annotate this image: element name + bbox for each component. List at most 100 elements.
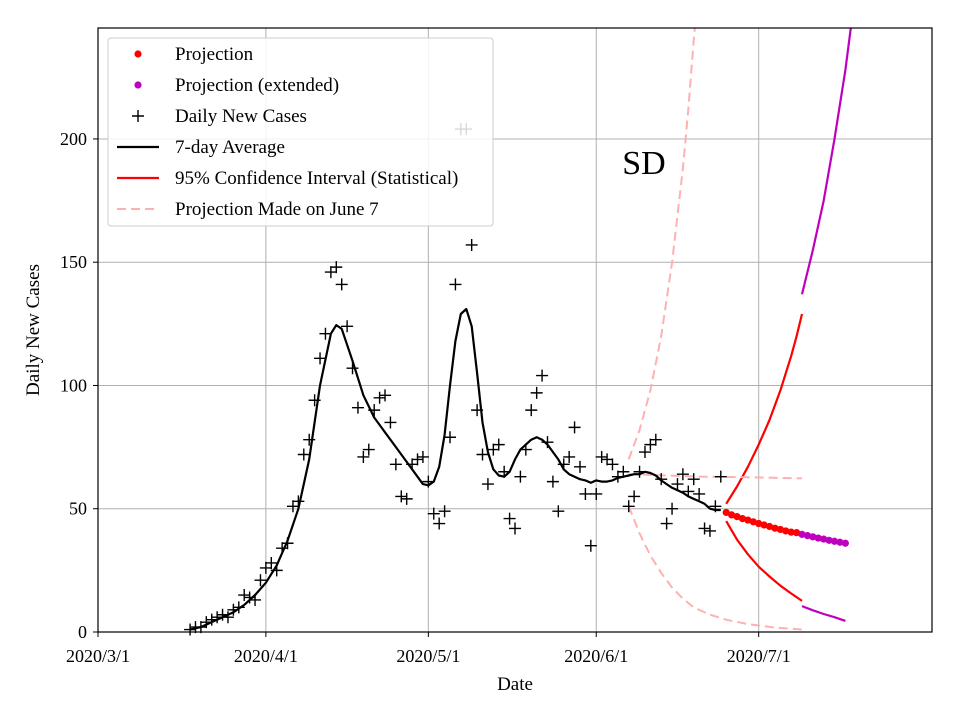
daily-case-marker <box>590 487 603 500</box>
daily-case-marker <box>433 517 446 530</box>
daily-case-marker <box>292 495 305 508</box>
daily-case-marker <box>552 505 565 518</box>
daily-case-marker <box>465 238 478 251</box>
daily-case-marker <box>660 517 673 530</box>
annotation-label: SD <box>622 145 665 182</box>
projection-point <box>787 528 795 536</box>
daily-case-marker <box>238 589 251 602</box>
daily-case-marker <box>525 404 538 417</box>
daily-case-marker <box>611 470 624 483</box>
projection-point <box>722 508 730 517</box>
daily-case-marker <box>406 458 419 471</box>
daily-case-marker <box>487 443 500 456</box>
daily-case-marker <box>221 611 234 624</box>
legend-label: Projection (extended) <box>175 75 339 96</box>
daily-case-marker <box>400 492 413 505</box>
daily-case-marker <box>346 362 359 375</box>
daily-case-marker <box>389 458 402 471</box>
daily-case-marker <box>211 611 224 624</box>
daily-case-marker <box>232 601 245 614</box>
daily-case-marker <box>509 522 521 535</box>
daily-case-marker <box>622 500 635 513</box>
projection-point <box>820 535 828 543</box>
axis-ticks: 2020/3/1 2020/4/1 2020/5/1 2020/6/1 2020/7/1… <box>60 129 791 666</box>
projection-layer <box>722 508 849 547</box>
daily-case-marker <box>649 433 662 446</box>
daily-case-marker <box>503 512 516 525</box>
projection-point <box>793 529 801 537</box>
legend-label: Projection Made on June 7 <box>175 199 379 220</box>
confidence-interval-line <box>800 27 852 295</box>
projection-point <box>814 534 822 542</box>
daily-case-marker <box>270 564 283 577</box>
legend: Projection Projection (extended) Daily New… <box>107 37 494 227</box>
daily-case-marker <box>514 470 527 483</box>
daily-case-marker <box>498 465 511 478</box>
daily-case-marker <box>308 394 321 407</box>
daily-case-marker <box>200 616 213 629</box>
projection-point <box>830 537 839 545</box>
daily-case-marker <box>492 438 505 451</box>
y-axis-label: Daily New Cases <box>23 264 44 396</box>
daily-case-marker <box>335 278 348 291</box>
projection-point <box>841 539 849 547</box>
daily-case-marker <box>655 473 668 486</box>
projection-point <box>749 518 757 526</box>
y-tick-label: 50 <box>69 499 87 519</box>
daily-case-marker <box>184 623 197 636</box>
daily-case-marker <box>666 502 679 515</box>
daily-case-marker <box>471 404 484 417</box>
daily-case-marker <box>573 460 586 473</box>
projection-point <box>765 522 774 531</box>
daily-case-marker <box>297 448 310 461</box>
daily-case-marker <box>276 542 289 555</box>
daily-case-marker <box>638 446 651 459</box>
daily-case-marker <box>422 475 435 488</box>
projection-point <box>809 533 817 541</box>
legend-marker <box>134 81 142 89</box>
daily-case-marker <box>676 468 689 481</box>
daily-case-marker <box>682 485 695 498</box>
daily-case-marker <box>546 475 559 488</box>
daily-case-marker <box>254 574 267 587</box>
confidence-interval-line <box>801 605 846 622</box>
projection-point <box>798 530 806 538</box>
daily-case-marker <box>357 450 370 463</box>
daily-case-marker <box>205 613 218 626</box>
daily-case-marker <box>644 438 657 451</box>
projection-point <box>825 536 833 544</box>
legend-box <box>107 37 494 227</box>
projection-point <box>776 525 784 534</box>
daily-case-marker <box>606 458 619 471</box>
daily-case-marker <box>595 450 608 463</box>
daily-case-marker <box>481 478 494 491</box>
confidence-interval-layer <box>725 27 852 622</box>
daily-case-marker <box>395 490 408 503</box>
daily-case-marker <box>444 431 457 444</box>
daily-case-marker <box>519 443 532 456</box>
daily-case-marker <box>373 391 386 404</box>
x-axis-label: Date <box>497 674 533 695</box>
projection-point <box>803 532 812 540</box>
daily-case-marker <box>319 327 332 340</box>
daily-case-marker <box>693 487 706 500</box>
daily-case-marker <box>584 539 597 552</box>
daily-case-marker <box>303 433 316 446</box>
daily-case-marker <box>438 505 451 518</box>
y-tick-label: 150 <box>60 252 87 272</box>
daily-case-marker <box>341 320 354 333</box>
daily-case-marker <box>541 436 554 449</box>
daily-case-marker <box>351 401 364 414</box>
daily-case-marker <box>687 473 700 486</box>
daily-case-marker <box>362 443 375 456</box>
legend-marker <box>132 110 144 122</box>
legend-label: 95% Confidence Interval (Statistical) <box>175 168 458 189</box>
daily-case-marker <box>368 404 381 417</box>
daily-case-marker <box>259 561 272 574</box>
daily-case-marker <box>563 450 576 463</box>
daily-case-marker <box>703 524 716 537</box>
daily-case-marker <box>617 465 630 478</box>
legend-label: Projection <box>175 44 254 65</box>
